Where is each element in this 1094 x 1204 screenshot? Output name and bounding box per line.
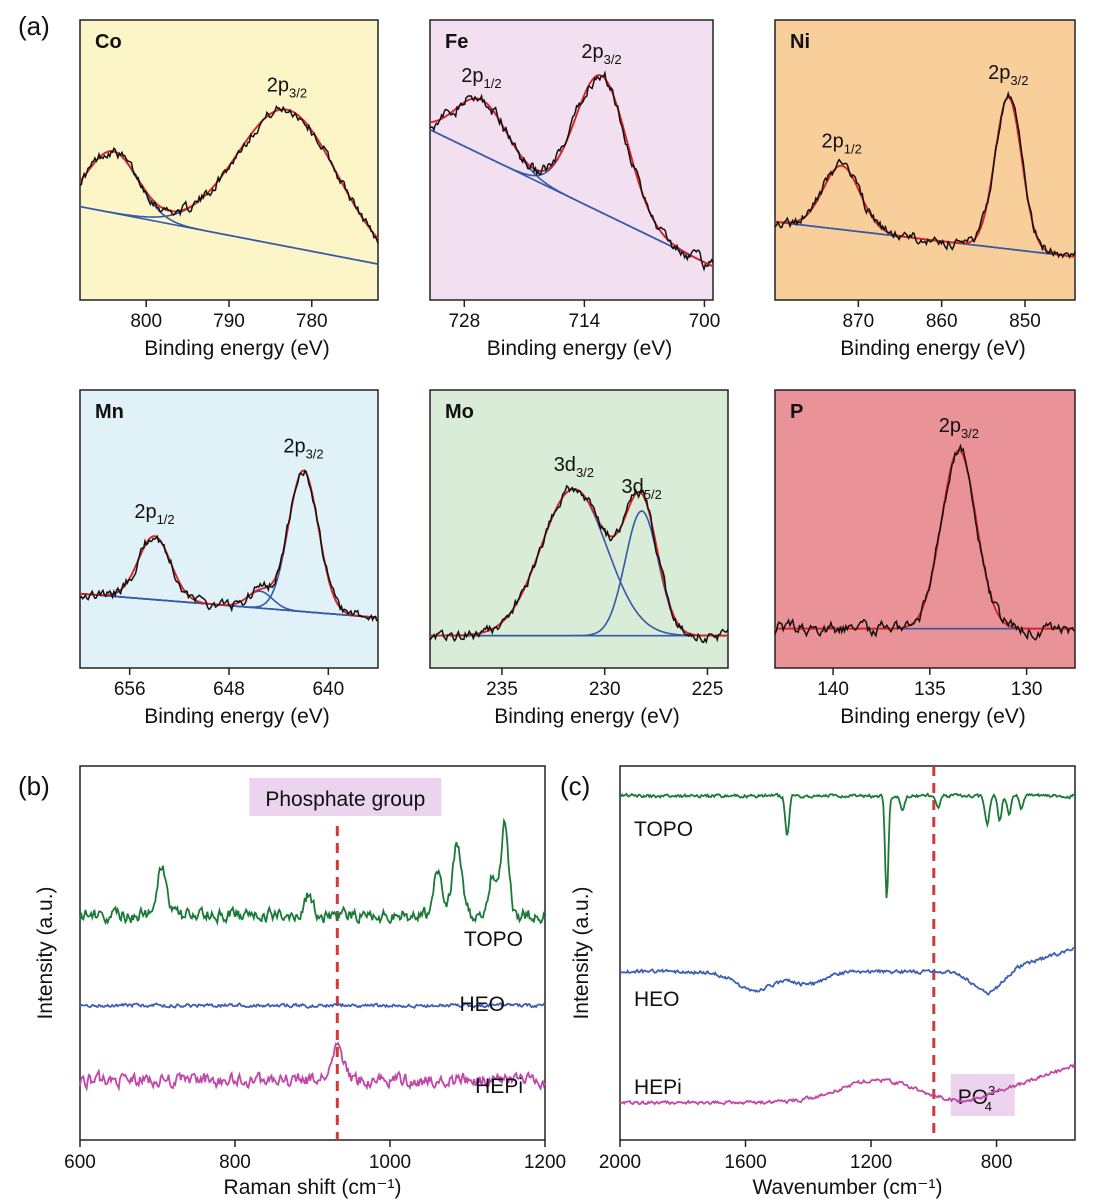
element-label: P bbox=[790, 401, 803, 423]
panel-a-label: (a) bbox=[18, 11, 50, 41]
series-label-topo: TOPO bbox=[634, 818, 693, 841]
x-axis-title: Raman shift (cm⁻¹) bbox=[224, 1176, 402, 1199]
element-label: Fe bbox=[445, 31, 468, 53]
series-line-heo bbox=[619, 946, 1076, 996]
subplot-frame bbox=[79, 19, 379, 301]
x-tick-label: 140 bbox=[817, 679, 849, 700]
data-line bbox=[774, 443, 1076, 641]
element-label: Mn bbox=[95, 401, 124, 423]
series-label-topo: TOPO bbox=[464, 928, 523, 951]
x-tick-label: 130 bbox=[1011, 679, 1043, 700]
x-tick-label: 656 bbox=[114, 679, 146, 700]
x-axis-title: Binding energy (eV) bbox=[487, 337, 673, 360]
peak-label: 2p1/2 bbox=[461, 65, 501, 91]
fit-background bbox=[429, 128, 714, 268]
fit-envelope bbox=[429, 74, 714, 268]
xps-subplot-p: P 2p3/2 140 135 130 Binding energy (eV) bbox=[774, 389, 1076, 728]
x-tick-label: 1200 bbox=[850, 1152, 892, 1173]
x-axis-title: Binding energy (eV) bbox=[144, 337, 330, 360]
x-tick-label: 728 bbox=[448, 311, 480, 332]
x-tick-label: 1200 bbox=[524, 1152, 566, 1173]
x-tick-label: 230 bbox=[589, 679, 621, 700]
x-tick-label: 800 bbox=[981, 1152, 1013, 1173]
x-tick-label: 870 bbox=[842, 311, 874, 332]
data-line bbox=[774, 90, 1076, 260]
xps-subplot-fe: Fe 2p1/2 2p3/2 728 714 700 Binding energy (eV) bbox=[429, 19, 721, 360]
subplot-frame bbox=[429, 389, 729, 669]
xps-subplot-mo: Mo 3d3/2 3d5/2 235 230 225 Binding energy (eV) bbox=[429, 389, 729, 728]
peak-label: 2p3/2 bbox=[581, 41, 621, 67]
x-tick-label: 714 bbox=[569, 311, 601, 332]
x-tick-label: 648 bbox=[213, 679, 245, 700]
series-label-heo: HEO bbox=[459, 993, 505, 1016]
plot-frame bbox=[619, 765, 1076, 1141]
xps-subplot-ni: Ni 2p1/2 2p3/2 870 860 850 Binding energy (eV) bbox=[774, 19, 1076, 360]
x-tick-label: 600 bbox=[64, 1152, 96, 1173]
x-tick-label: 225 bbox=[692, 679, 724, 700]
x-tick-label: 790 bbox=[213, 311, 245, 332]
series-line-hepi bbox=[79, 1041, 546, 1092]
x-tick-label: 800 bbox=[130, 311, 162, 332]
series-label-hepi: HEPi bbox=[475, 1075, 523, 1098]
x-axis-title: Binding energy (eV) bbox=[840, 705, 1026, 728]
series-line-topo bbox=[619, 792, 1076, 899]
subplot-frame bbox=[79, 389, 379, 669]
x-tick-label: 640 bbox=[312, 679, 344, 700]
y-axis-title: Intensity (a.u.) bbox=[570, 886, 593, 1019]
x-axis-title: Binding energy (eV) bbox=[494, 705, 680, 728]
x-axis-title: Wavenumber (cm⁻¹) bbox=[753, 1176, 943, 1199]
xps-subplot-mn: Mn 2p1/2 2p3/2 656 648 640 Binding energy (eV) bbox=[79, 389, 379, 728]
data-line bbox=[79, 104, 379, 244]
peak-label: 2p3/2 bbox=[283, 436, 323, 462]
x-tick-label: 1600 bbox=[724, 1152, 766, 1173]
x-axis-title: Binding energy (eV) bbox=[840, 337, 1026, 360]
panel-b-label: (b) bbox=[18, 771, 50, 801]
peak-label: 2p3/2 bbox=[988, 62, 1028, 88]
peak-label: 3d3/2 bbox=[554, 454, 594, 480]
subplot-frame bbox=[429, 19, 714, 301]
data-line bbox=[429, 484, 729, 644]
panel-b: (b) Phosphate group TOPO HEO HEPi 600 800 1000 1… bbox=[18, 765, 566, 1199]
x-tick-label: 2000 bbox=[599, 1152, 641, 1173]
x-tick-label: 1000 bbox=[369, 1152, 411, 1173]
x-tick-label: 800 bbox=[219, 1152, 251, 1173]
series-label-heo: HEO bbox=[634, 988, 680, 1011]
panel-c-label: (c) bbox=[560, 771, 590, 801]
data-line bbox=[429, 70, 714, 272]
x-tick-label: 135 bbox=[914, 679, 946, 700]
x-tick-label: 780 bbox=[296, 311, 328, 332]
series-line-topo bbox=[79, 817, 546, 927]
subplot-frame bbox=[774, 19, 1076, 301]
series-line-heo bbox=[79, 1001, 546, 1009]
element-label: Mo bbox=[445, 401, 474, 423]
y-axis-title: Intensity (a.u.) bbox=[34, 886, 57, 1019]
x-tick-label: 850 bbox=[1009, 311, 1041, 332]
data-line bbox=[79, 469, 379, 622]
annotation-box bbox=[249, 778, 442, 816]
x-tick-label: 700 bbox=[689, 311, 721, 332]
series-line-hepi bbox=[619, 1063, 1076, 1106]
x-tick-label: 235 bbox=[486, 679, 518, 700]
fit-background bbox=[79, 205, 379, 265]
x-tick-label: 860 bbox=[926, 311, 958, 332]
peak-label: 2p3/2 bbox=[267, 75, 307, 101]
peak-label: 2p1/2 bbox=[134, 501, 174, 527]
series-label-hepi: HEPi bbox=[634, 1076, 682, 1099]
peak-label: 3d5/2 bbox=[622, 476, 662, 502]
peak-label: 2p3/2 bbox=[939, 415, 979, 441]
annotation-box bbox=[950, 1074, 1015, 1116]
annotation-text: Phosphate group bbox=[265, 788, 425, 811]
x-axis-title: Binding energy (eV) bbox=[144, 705, 330, 728]
element-label: Co bbox=[95, 31, 122, 53]
element-label: Ni bbox=[790, 31, 810, 53]
xps-subplot-co: Co 2p3/2 800 790 780 Binding energy (eV) bbox=[79, 19, 379, 360]
subplot-frame bbox=[774, 389, 1076, 669]
plot-frame bbox=[79, 765, 546, 1141]
peak-label: 2p1/2 bbox=[822, 131, 862, 157]
